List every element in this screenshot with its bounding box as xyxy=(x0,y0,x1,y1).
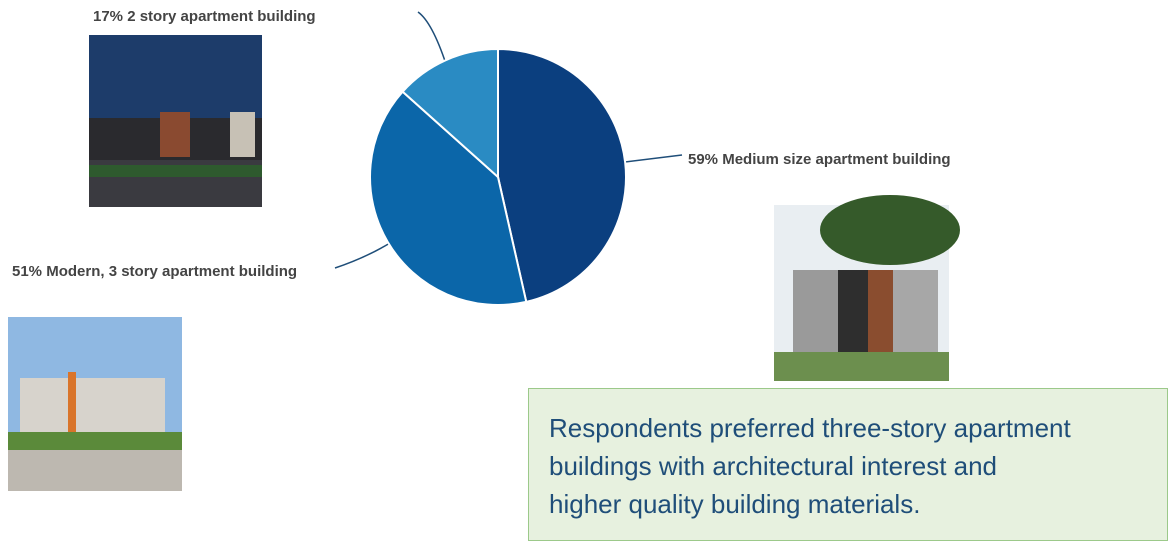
value-label: 51% xyxy=(12,263,43,280)
slice-label: 51% Modern, 3 story apartment building xyxy=(12,257,302,286)
slice-label: 17% 2 story apartment building xyxy=(93,2,316,31)
leader-line xyxy=(417,11,447,65)
photo-modern-3-story xyxy=(8,317,182,491)
category-label: 2 story apartment building xyxy=(127,8,316,25)
note-line: higher quality building materials. xyxy=(549,489,921,519)
slice-label: 59% Medium size apartment building xyxy=(688,145,953,174)
category-label: Modern, 3 story apartment building xyxy=(46,263,298,280)
pie-slice xyxy=(401,47,499,180)
category-label: Medium size apartment building xyxy=(722,151,951,168)
leader-line xyxy=(334,242,391,269)
leader-lines xyxy=(334,11,683,269)
pie-slice xyxy=(369,90,528,306)
photo-medium-size xyxy=(774,195,960,381)
leader-line xyxy=(624,154,683,163)
note-line: Respondents preferred three-story apartm… xyxy=(549,413,1071,443)
value-label: 59% xyxy=(688,151,719,168)
note-line: buildings with architectural interest an… xyxy=(549,451,998,481)
value-label: 17% xyxy=(93,8,124,25)
photo-2-story xyxy=(89,35,262,207)
pie-slice xyxy=(497,47,627,304)
note-box: Respondents preferred three-story apartm… xyxy=(528,388,1168,541)
